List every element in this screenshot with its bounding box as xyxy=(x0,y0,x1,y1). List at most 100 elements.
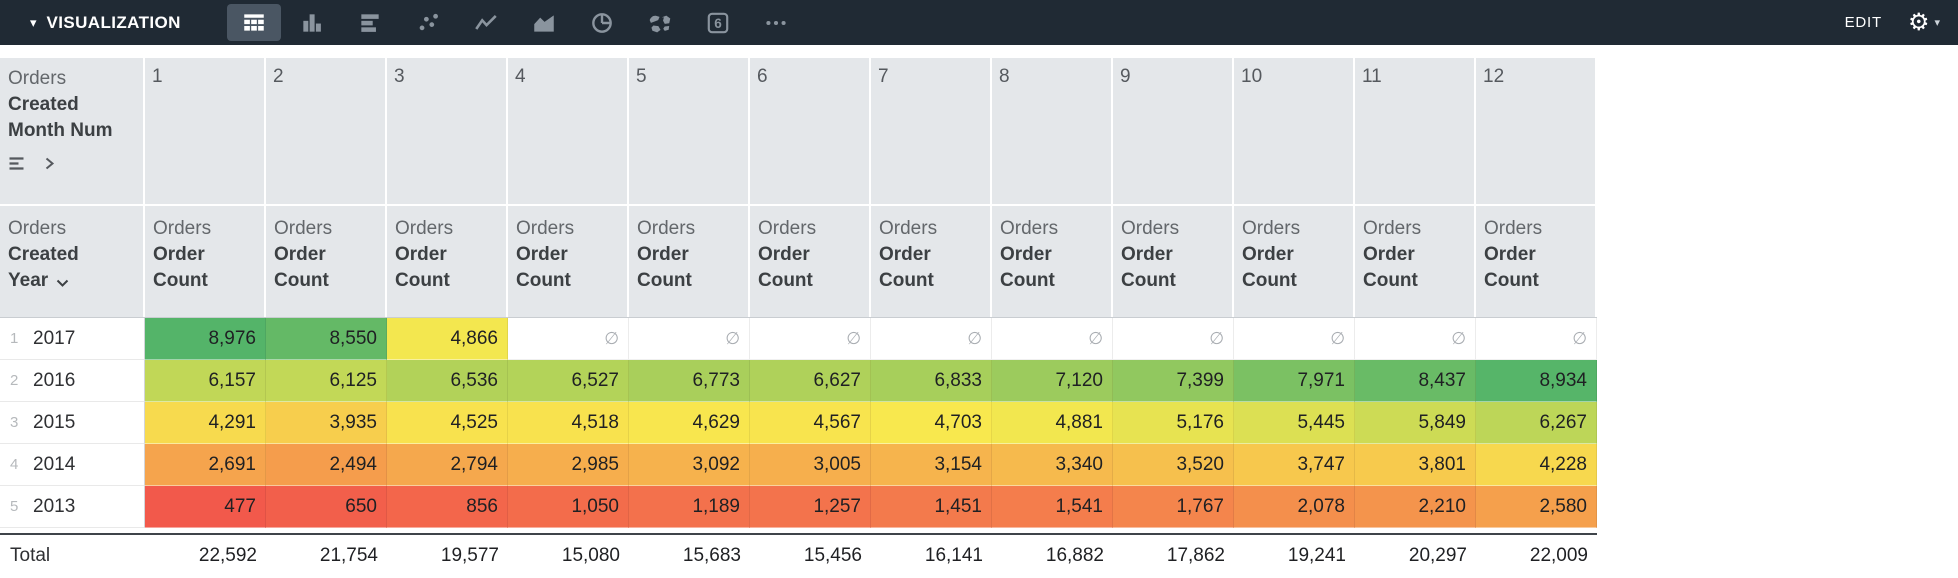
null-value-cell[interactable]: ∅ xyxy=(1113,318,1234,360)
pivot-value-header[interactable]: 12 xyxy=(1476,58,1597,204)
value-cell[interactable]: 4,228 xyxy=(1476,444,1597,486)
null-value-cell[interactable]: ∅ xyxy=(629,318,750,360)
value-cell[interactable]: 1,257 xyxy=(750,486,871,528)
measure-header[interactable]: Orders Order Count xyxy=(1355,206,1476,317)
value-cell[interactable]: 4,629 xyxy=(629,402,750,444)
null-value-cell[interactable]: ∅ xyxy=(750,318,871,360)
value-cell[interactable]: 6,627 xyxy=(750,360,871,402)
row-header[interactable]: 3 2015 xyxy=(0,402,145,444)
value-cell[interactable]: 4,518 xyxy=(508,402,629,444)
value-cell[interactable]: 2,078 xyxy=(1234,486,1355,528)
value-cell[interactable]: 3,340 xyxy=(992,444,1113,486)
pivot-value-header[interactable]: 10 xyxy=(1234,58,1355,204)
value-cell[interactable]: 5,176 xyxy=(1113,402,1234,444)
value-cell[interactable]: 8,437 xyxy=(1355,360,1476,402)
scatterplot-icon[interactable] xyxy=(401,4,455,41)
measure-header[interactable]: Orders Order Count xyxy=(629,206,750,317)
measure-header[interactable]: Orders Order Count xyxy=(387,206,508,317)
pivot-value-header[interactable]: 6 xyxy=(750,58,871,204)
transpose-icon[interactable] xyxy=(8,156,29,171)
value-cell[interactable]: 2,210 xyxy=(1355,486,1476,528)
value-cell[interactable]: 1,050 xyxy=(508,486,629,528)
value-cell[interactable]: 1,189 xyxy=(629,486,750,528)
measure-header[interactable]: Orders Order Count xyxy=(145,206,266,317)
value-cell[interactable]: 3,154 xyxy=(871,444,992,486)
value-cell[interactable]: 5,445 xyxy=(1234,402,1355,444)
null-value-cell[interactable]: ∅ xyxy=(1355,318,1476,360)
row-field-header[interactable]: Orders Created Year xyxy=(0,206,145,317)
value-cell[interactable]: 4,881 xyxy=(992,402,1113,444)
value-cell[interactable]: 4,291 xyxy=(145,402,266,444)
value-cell[interactable]: 6,267 xyxy=(1476,402,1597,444)
pivot-value-header[interactable]: 11 xyxy=(1355,58,1476,204)
column-chart-icon[interactable] xyxy=(285,4,339,41)
measure-header[interactable]: Orders Order Count xyxy=(992,206,1113,317)
pivot-value-header[interactable]: 8 xyxy=(992,58,1113,204)
measure-header[interactable]: Orders Order Count xyxy=(508,206,629,317)
edit-button[interactable]: EDIT xyxy=(1844,14,1882,31)
pivot-value-header[interactable]: 1 xyxy=(145,58,266,204)
value-cell[interactable]: 2,494 xyxy=(266,444,387,486)
value-cell[interactable]: 477 xyxy=(145,486,266,528)
value-cell[interactable]: 3,747 xyxy=(1234,444,1355,486)
bar-chart-icon[interactable] xyxy=(343,4,397,41)
value-cell[interactable]: 4,525 xyxy=(387,402,508,444)
value-cell[interactable]: 1,767 xyxy=(1113,486,1234,528)
measure-header[interactable]: Orders Order Count xyxy=(1476,206,1597,317)
value-cell[interactable]: 6,773 xyxy=(629,360,750,402)
row-header[interactable]: 1 2017 xyxy=(0,318,145,360)
measure-header[interactable]: Orders Order Count xyxy=(750,206,871,317)
pivot-value-header[interactable]: 5 xyxy=(629,58,750,204)
value-cell[interactable]: 6,536 xyxy=(387,360,508,402)
null-value-cell[interactable]: ∅ xyxy=(1476,318,1597,360)
value-cell[interactable]: 5,849 xyxy=(1355,402,1476,444)
value-cell[interactable]: 2,691 xyxy=(145,444,266,486)
value-cell[interactable]: 8,550 xyxy=(266,318,387,360)
row-header[interactable]: 4 2014 xyxy=(0,444,145,486)
value-cell[interactable]: 6,157 xyxy=(145,360,266,402)
row-header[interactable]: 2 2016 xyxy=(0,360,145,402)
null-value-cell[interactable]: ∅ xyxy=(1234,318,1355,360)
pivot-value-header[interactable]: 9 xyxy=(1113,58,1234,204)
value-cell[interactable]: 7,120 xyxy=(992,360,1113,402)
pivot-value-header[interactable]: 7 xyxy=(871,58,992,204)
value-cell[interactable]: 856 xyxy=(387,486,508,528)
value-cell[interactable]: 2,985 xyxy=(508,444,629,486)
value-cell[interactable]: 3,801 xyxy=(1355,444,1476,486)
null-value-cell[interactable]: ∅ xyxy=(992,318,1113,360)
pivot-value-header[interactable]: 4 xyxy=(508,58,629,204)
measure-header[interactable]: Orders Order Count xyxy=(871,206,992,317)
value-cell[interactable]: 4,567 xyxy=(750,402,871,444)
pivot-value-header[interactable]: 2 xyxy=(266,58,387,204)
value-cell[interactable]: 7,399 xyxy=(1113,360,1234,402)
value-cell[interactable]: 3,935 xyxy=(266,402,387,444)
value-cell[interactable]: 3,520 xyxy=(1113,444,1234,486)
measure-header[interactable]: Orders Order Count xyxy=(1113,206,1234,317)
value-cell[interactable]: 7,971 xyxy=(1234,360,1355,402)
value-cell[interactable]: 4,866 xyxy=(387,318,508,360)
value-cell[interactable]: 6,833 xyxy=(871,360,992,402)
value-cell[interactable]: 4,703 xyxy=(871,402,992,444)
pivot-field-header[interactable]: Orders Created Month Num xyxy=(0,58,145,204)
value-cell[interactable]: 650 xyxy=(266,486,387,528)
value-cell[interactable]: 2,794 xyxy=(387,444,508,486)
null-value-cell[interactable]: ∅ xyxy=(508,318,629,360)
measure-header[interactable]: Orders Order Count xyxy=(266,206,387,317)
row-header[interactable]: 5 2013 xyxy=(0,486,145,528)
single-value-icon[interactable]: 6 xyxy=(691,4,745,41)
value-cell[interactable]: 6,527 xyxy=(508,360,629,402)
value-cell[interactable]: 8,976 xyxy=(145,318,266,360)
value-cell[interactable]: 3,005 xyxy=(750,444,871,486)
line-chart-icon[interactable] xyxy=(459,4,513,41)
settings-menu[interactable]: ⚙ ▾ xyxy=(1908,10,1940,35)
measure-header[interactable]: Orders Order Count xyxy=(1234,206,1355,317)
value-cell[interactable]: 3,092 xyxy=(629,444,750,486)
pivot-value-header[interactable]: 3 xyxy=(387,58,508,204)
more-options-icon[interactable] xyxy=(749,4,803,41)
value-cell[interactable]: 6,125 xyxy=(266,360,387,402)
table-icon[interactable] xyxy=(226,4,281,41)
value-cell[interactable]: 8,934 xyxy=(1476,360,1597,402)
chevron-right-icon[interactable] xyxy=(43,156,56,171)
value-cell[interactable]: 1,541 xyxy=(992,486,1113,528)
visualization-menu[interactable]: ▾ VISUALIZATION xyxy=(30,13,181,33)
